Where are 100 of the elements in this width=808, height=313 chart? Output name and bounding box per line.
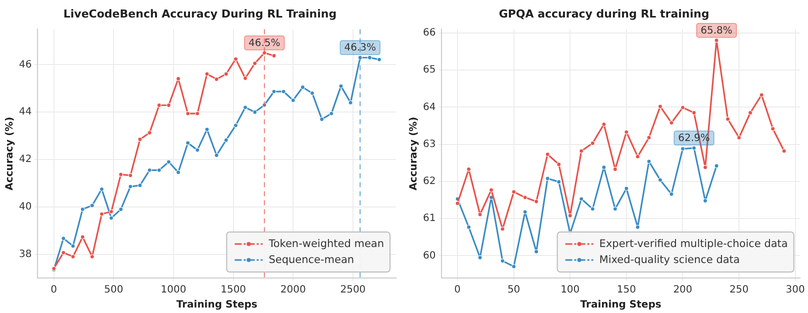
legend-label: Mixed-quality science data — [599, 254, 740, 266]
y-tick-label: 40 — [18, 202, 32, 213]
point — [224, 72, 228, 76]
point — [118, 172, 124, 177]
x-tick-label: 300 — [786, 284, 805, 296]
point — [759, 92, 764, 98]
x-tick-label: 0 — [50, 284, 58, 296]
legend-label: Token-weighted mean — [268, 238, 384, 250]
point — [166, 160, 172, 164]
y-axis-title: Accuracy (%) — [4, 116, 16, 190]
chart-title: LiveCodeBench Accuracy During RL Training — [63, 7, 337, 20]
point — [770, 126, 776, 132]
point — [214, 152, 219, 158]
point — [782, 148, 786, 154]
point — [80, 206, 85, 212]
point — [138, 183, 142, 188]
point — [272, 53, 276, 58]
point — [61, 250, 66, 255]
point — [512, 190, 516, 194]
x-axis-title: Training Steps — [580, 300, 662, 311]
point — [367, 55, 372, 60]
point — [602, 122, 606, 127]
y-tick-label: 60 — [422, 250, 436, 262]
point — [736, 135, 742, 140]
point — [195, 148, 200, 152]
point — [329, 111, 334, 116]
point — [579, 148, 584, 154]
point — [233, 123, 238, 128]
point — [725, 116, 730, 122]
y-tick-label: 42 — [18, 154, 32, 166]
point — [612, 166, 618, 172]
point — [118, 206, 124, 212]
point — [624, 186, 629, 191]
point — [242, 105, 248, 110]
point — [320, 116, 324, 122]
point — [233, 56, 238, 62]
point — [156, 102, 162, 108]
point — [692, 110, 696, 116]
point — [635, 224, 640, 230]
x-tick-label: 1500 — [220, 284, 246, 296]
point — [590, 140, 595, 146]
point — [466, 224, 472, 230]
point — [252, 61, 258, 66]
point — [310, 90, 315, 96]
point — [680, 146, 686, 152]
point — [478, 212, 482, 217]
point — [545, 176, 550, 181]
point — [714, 164, 719, 168]
point — [338, 84, 344, 88]
x-tick-label: 500 — [104, 284, 124, 296]
point — [138, 137, 142, 142]
y-tick-label: 65 — [422, 64, 436, 76]
point — [579, 196, 584, 202]
point — [522, 210, 528, 214]
point — [376, 57, 382, 62]
point — [108, 216, 114, 220]
point — [147, 130, 152, 136]
point — [300, 84, 305, 90]
y-tick-label: 46 — [18, 59, 32, 70]
point — [176, 170, 181, 175]
chart-title: GPQA accuracy during RL training — [498, 7, 710, 20]
y-tick-label: 64 — [422, 102, 436, 113]
point — [680, 105, 686, 110]
point — [186, 111, 190, 116]
x-tick-label: 2000 — [280, 284, 306, 296]
point — [99, 186, 104, 192]
point — [568, 213, 572, 218]
point — [669, 120, 674, 126]
point — [61, 236, 66, 241]
point — [534, 249, 539, 254]
point — [635, 154, 640, 159]
point — [702, 198, 708, 204]
annotation: 46.3% — [344, 42, 376, 54]
x-tick-label: 100 — [560, 284, 580, 296]
point — [128, 184, 133, 189]
y-tick-label: 44 — [18, 106, 32, 118]
point — [272, 89, 276, 94]
point — [166, 102, 172, 108]
point — [108, 209, 114, 214]
x-tick-label: 2500 — [340, 284, 366, 296]
x-tick-label: 1000 — [160, 284, 186, 296]
point — [80, 234, 85, 240]
annotation: 65.8% — [700, 25, 732, 36]
point — [624, 130, 629, 134]
point — [602, 165, 606, 170]
point — [658, 178, 663, 182]
point — [534, 199, 539, 204]
point — [99, 212, 104, 216]
point — [186, 140, 190, 146]
point — [290, 98, 296, 103]
point — [478, 255, 482, 260]
point — [748, 110, 753, 116]
x-tick-label: 50 — [507, 284, 520, 296]
point — [500, 226, 505, 232]
y-tick-label: 66 — [422, 28, 436, 39]
point — [500, 258, 505, 264]
x-tick-label: 0 — [454, 284, 461, 296]
point — [669, 192, 674, 196]
point — [195, 111, 200, 116]
point — [281, 89, 286, 94]
